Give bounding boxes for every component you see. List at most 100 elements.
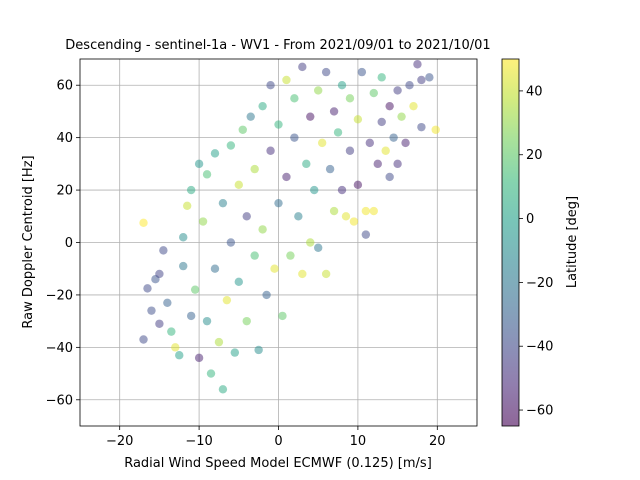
scatter-point bbox=[234, 180, 243, 190]
scatter-point bbox=[167, 327, 176, 336]
scatter-point bbox=[345, 94, 355, 103]
scatter-point bbox=[393, 159, 402, 169]
scatter-point bbox=[353, 115, 363, 124]
scatter-point bbox=[373, 159, 382, 169]
scatter-point bbox=[397, 112, 406, 121]
scatter-point bbox=[286, 251, 295, 260]
scatter-point bbox=[425, 73, 434, 82]
scatter-point bbox=[230, 348, 240, 357]
scatter-point bbox=[401, 138, 410, 148]
scatter-point bbox=[202, 170, 212, 179]
scatter-point bbox=[210, 149, 220, 158]
scatter-point bbox=[274, 120, 283, 129]
scatter-point bbox=[385, 172, 394, 182]
scatter-point bbox=[353, 180, 363, 190]
scatter-point bbox=[258, 225, 267, 234]
y-tick-label: 0 bbox=[65, 236, 73, 251]
scatter-point bbox=[266, 81, 275, 90]
scatter-point bbox=[365, 138, 375, 148]
colorbar-label: Latitude [deg] bbox=[565, 196, 580, 288]
scatter-point bbox=[357, 67, 367, 77]
scatter-point bbox=[306, 238, 315, 247]
colorbar-tick-label: −20 bbox=[526, 276, 553, 291]
scatter-point bbox=[194, 353, 204, 363]
colorbar-tick-label: 0 bbox=[526, 212, 534, 227]
scatter-point bbox=[349, 217, 359, 226]
scatter-point bbox=[171, 343, 180, 352]
y-tick-label: 40 bbox=[56, 131, 73, 146]
scatter-point bbox=[163, 298, 172, 307]
scatter-point bbox=[306, 112, 315, 121]
scatter-point bbox=[337, 185, 347, 195]
y-tick-label: −20 bbox=[46, 288, 73, 303]
scatter-point bbox=[314, 243, 323, 252]
scatter-point bbox=[147, 306, 156, 315]
scatter-point bbox=[143, 284, 152, 293]
scatter-point bbox=[405, 81, 414, 90]
scatter-point bbox=[369, 206, 378, 216]
y-axis-label: Raw Doppler Centroid [Hz] bbox=[21, 155, 36, 328]
scatter-point bbox=[298, 62, 307, 72]
scatter-point bbox=[190, 285, 200, 294]
scatter-point bbox=[413, 60, 422, 69]
scatter-point bbox=[274, 198, 283, 208]
scatter-point bbox=[377, 73, 386, 82]
points-layer bbox=[139, 60, 440, 394]
scatter-point bbox=[139, 335, 148, 344]
scatter-point bbox=[179, 261, 188, 271]
scatter-point bbox=[214, 337, 224, 347]
scatter-point bbox=[290, 94, 299, 103]
scatter-point bbox=[226, 141, 236, 150]
scatter-point bbox=[202, 316, 212, 326]
scatter-point bbox=[393, 86, 402, 95]
scatter-point bbox=[302, 159, 311, 169]
colorbar-ticks: −60 −40 −20 0 20 40 bbox=[519, 84, 553, 419]
scatter-point bbox=[159, 246, 168, 255]
scatter-point bbox=[337, 81, 347, 90]
scatter-point bbox=[321, 67, 331, 77]
y-tick-label: −60 bbox=[46, 393, 73, 408]
scatter-point bbox=[250, 164, 259, 174]
x-tick-label: 0 bbox=[274, 434, 282, 449]
scatter-point bbox=[431, 125, 440, 134]
scatter-point bbox=[270, 264, 279, 273]
scatter-point bbox=[254, 345, 263, 355]
scatter-point bbox=[282, 75, 291, 85]
scatter-point bbox=[175, 351, 184, 360]
x-tick-label: 20 bbox=[429, 434, 446, 449]
scatter-point bbox=[186, 311, 196, 321]
chart-title: Descending - sentinel-1a - WV1 - From 20… bbox=[65, 38, 490, 53]
scatter-point bbox=[341, 212, 351, 221]
y-tick-label: 20 bbox=[56, 184, 73, 199]
scatter-point bbox=[329, 107, 339, 116]
scatter-point bbox=[325, 164, 335, 174]
grid-layer bbox=[80, 59, 477, 426]
scatter-point bbox=[345, 146, 355, 155]
scatter-point bbox=[250, 251, 259, 260]
y-tick-label: 60 bbox=[56, 79, 73, 94]
scatter-point bbox=[361, 206, 371, 216]
scatter-point bbox=[385, 101, 394, 111]
scatter-point bbox=[294, 212, 303, 221]
scatter-point bbox=[155, 319, 164, 328]
scatter-point bbox=[369, 88, 378, 98]
scatter-point bbox=[222, 295, 232, 305]
scatter-point bbox=[226, 238, 236, 247]
scatter-point bbox=[262, 290, 271, 300]
scatter-point bbox=[206, 369, 216, 378]
scatter-point bbox=[155, 269, 164, 279]
colorbar-tick-label: −40 bbox=[526, 340, 553, 355]
scatter-point bbox=[198, 217, 208, 226]
x-tick-label: −20 bbox=[106, 434, 133, 449]
scatter-point bbox=[234, 277, 243, 287]
scatter-point bbox=[361, 230, 371, 239]
x-axis-label: Radial Wind Speed Model ECMWF (0.125) [m… bbox=[124, 456, 432, 471]
scatter-point bbox=[381, 146, 390, 155]
scatter-point bbox=[258, 101, 267, 111]
scatter-point bbox=[266, 146, 275, 155]
scatter-point bbox=[210, 264, 220, 273]
colorbar-tick-label: 40 bbox=[526, 84, 543, 99]
scatter-point bbox=[186, 185, 196, 195]
scatter-point bbox=[389, 133, 398, 142]
